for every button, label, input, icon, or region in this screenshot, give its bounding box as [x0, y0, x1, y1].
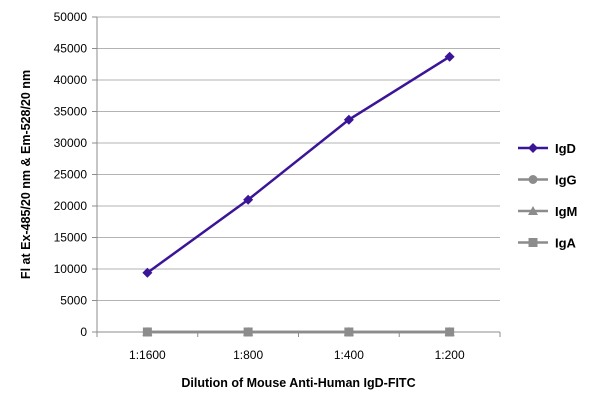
legend-item-igg: IgG: [518, 173, 577, 188]
legend-label: IgM: [555, 204, 577, 219]
data-point: [142, 267, 153, 278]
data-point: [243, 194, 254, 205]
y-tick-label: 40000: [54, 73, 88, 87]
y-axis-label: Fl at Ex-485/20 nm & Em-528/20 nm: [19, 70, 33, 279]
x-tick-label: 1:200: [435, 348, 465, 362]
legend-marker: [528, 238, 538, 247]
y-tick-label: 25000: [54, 168, 88, 182]
data-point: [343, 114, 354, 125]
legend-label: IgA: [555, 236, 577, 251]
gridlines: [97, 16, 500, 301]
x-tick-label: 1:800: [233, 348, 263, 362]
y-tick-label: 20000: [54, 199, 88, 213]
y-tick-label: 15000: [54, 231, 88, 245]
x-axis-label: Dilution of Mouse Anti-Human IgD-FITC: [181, 376, 415, 390]
legend-item-igd: IgD: [518, 141, 576, 156]
legend-item-iga: IgA: [518, 236, 577, 251]
data-point: [243, 327, 253, 337]
legend-marker: [528, 143, 538, 153]
data-point: [445, 327, 455, 337]
y-tick-label: 50000: [54, 10, 88, 24]
data-point: [344, 327, 354, 337]
y-tick-label: 45000: [54, 42, 88, 56]
series-igg: [142, 327, 455, 337]
legend: IgD IgG IgM IgA: [518, 141, 577, 251]
y-tick-label: 0: [80, 325, 87, 339]
x-tick-label: 1:1600: [129, 348, 166, 362]
legend-marker: [528, 175, 538, 184]
series-group: [142, 51, 455, 337]
axes: [92, 16, 501, 337]
data-point: [142, 327, 152, 337]
legend-item-igm: IgM: [518, 204, 577, 219]
x-tick-label: 1:400: [334, 348, 364, 362]
y-tick-label: 5000: [60, 294, 87, 308]
legend-label: IgD: [555, 141, 576, 156]
data-point: [444, 51, 455, 62]
y-tick-labels: 0 5000 10000 15000 20000 25000 30000 35000 40000…: [54, 10, 88, 339]
series-igd: [142, 51, 455, 278]
series-line: [146, 55, 451, 274]
y-tick-label: 35000: [54, 105, 88, 119]
y-tick-label: 10000: [54, 262, 88, 276]
legend-label: IgG: [555, 173, 577, 188]
y-tick-label: 30000: [54, 136, 88, 150]
legend-marker: [528, 206, 538, 215]
x-tick-labels: 1:1600 1:800 1:400 1:200: [129, 348, 465, 362]
